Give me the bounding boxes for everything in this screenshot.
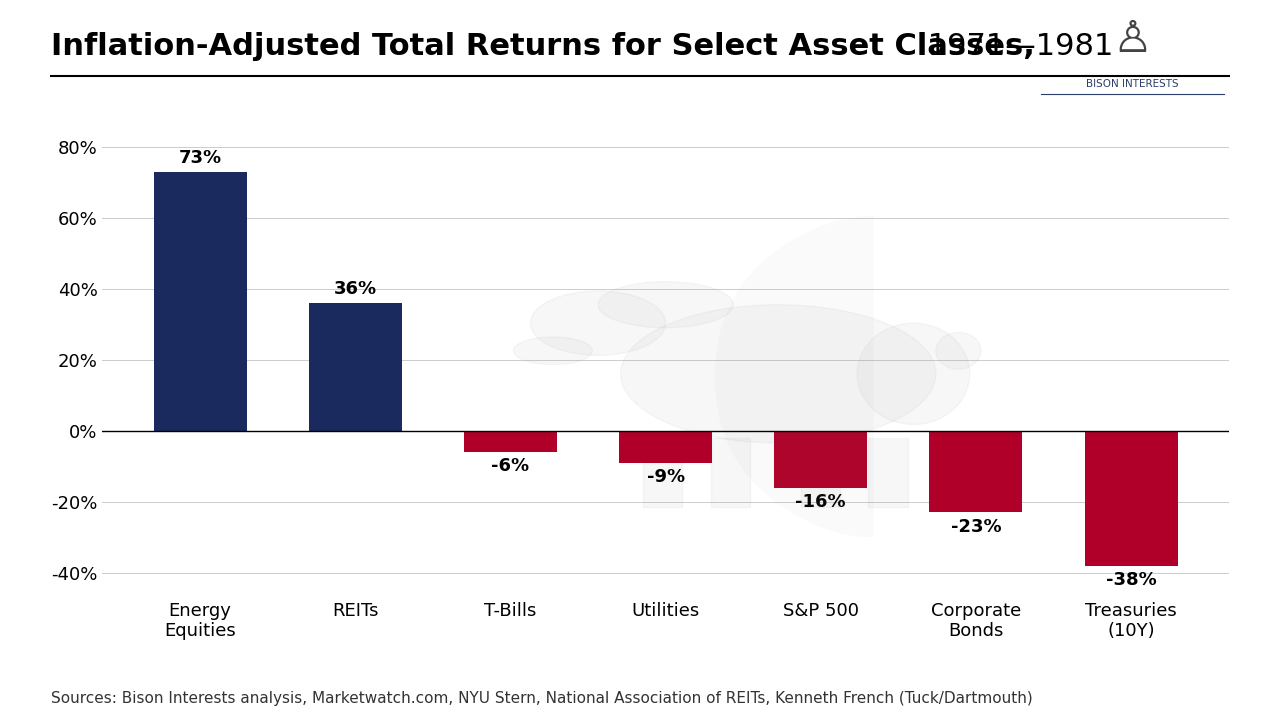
Text: 36%: 36%	[334, 280, 376, 298]
Text: -23%: -23%	[951, 518, 1001, 536]
Text: -16%: -16%	[795, 493, 846, 511]
Bar	[929, 431, 1023, 513]
Text: -9%: -9%	[646, 468, 685, 486]
Text: 73%: 73%	[179, 149, 221, 167]
Text: BISON INTERESTS: BISON INTERESTS	[1087, 79, 1179, 89]
Bar	[620, 431, 712, 463]
Ellipse shape	[936, 333, 980, 369]
Text: 1971—1981: 1971—1981	[918, 32, 1114, 61]
Bar	[308, 303, 402, 431]
Bar	[801, 438, 840, 508]
Text: Sources: Bison Interests analysis, Marketwatch.com, NYU Stern, National Associat: Sources: Bison Interests analysis, Marke…	[51, 690, 1033, 706]
Bar	[154, 172, 247, 431]
Text: ◖: ◖	[691, 167, 910, 571]
Bar	[710, 438, 750, 508]
Bar	[774, 431, 868, 487]
Bar	[643, 438, 682, 508]
Text: ♙: ♙	[1112, 19, 1153, 61]
Ellipse shape	[598, 282, 733, 328]
Text: -38%: -38%	[1106, 571, 1156, 589]
Ellipse shape	[530, 291, 666, 356]
Bar	[1084, 431, 1178, 566]
Ellipse shape	[621, 305, 936, 443]
Text: Inflation-Adjusted Total Returns for Select Asset Classes,: Inflation-Adjusted Total Returns for Sel…	[51, 32, 1036, 61]
Bar	[868, 438, 908, 508]
Bar	[463, 431, 557, 452]
Text: -6%: -6%	[492, 457, 530, 475]
Ellipse shape	[513, 337, 593, 364]
Ellipse shape	[858, 323, 970, 425]
